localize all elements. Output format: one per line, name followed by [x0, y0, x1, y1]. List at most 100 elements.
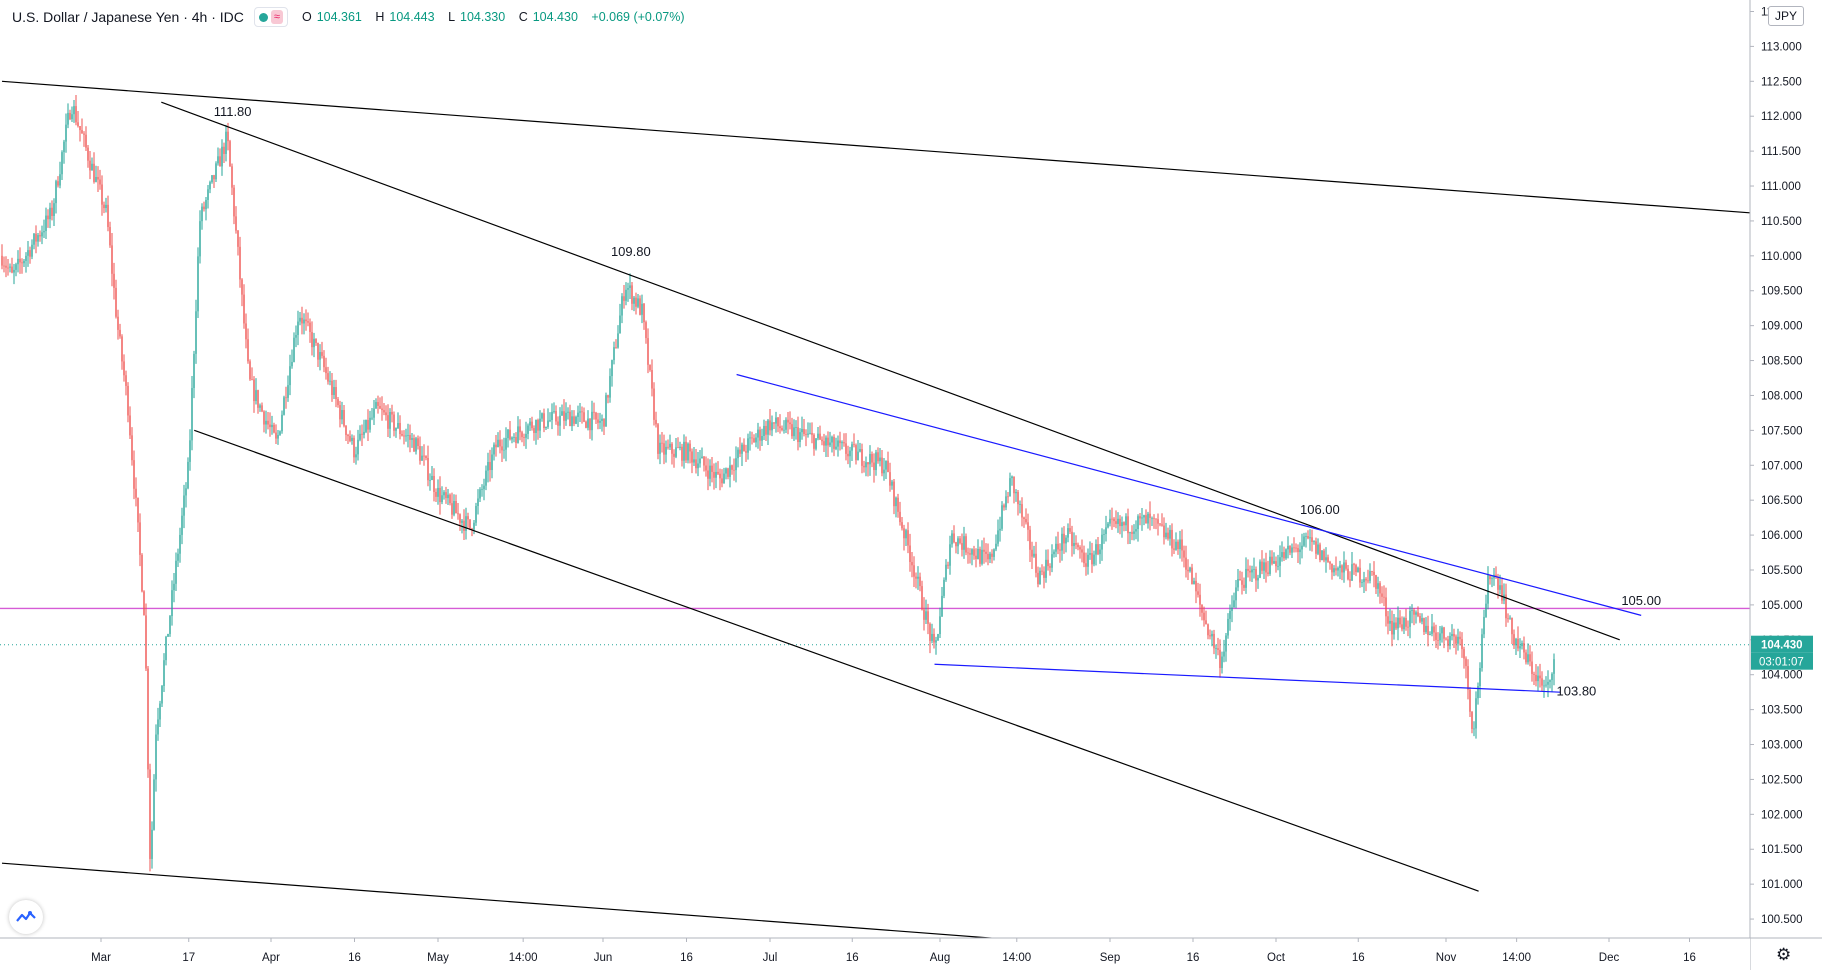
candle-body — [981, 549, 983, 564]
candle-body — [303, 319, 305, 324]
candle-body — [1405, 617, 1407, 627]
candle-body — [347, 434, 349, 437]
candle-body — [135, 488, 137, 498]
candle-body — [1269, 556, 1271, 574]
candle-body — [1241, 580, 1243, 585]
candle-body — [907, 530, 909, 546]
candle-body — [843, 442, 845, 444]
candle-body — [445, 492, 447, 499]
candle-body — [957, 538, 959, 547]
candle-body — [1141, 517, 1143, 519]
candle-body — [1053, 551, 1055, 555]
candle-body — [215, 163, 217, 180]
candle-body — [941, 595, 943, 617]
settings-gear-icon[interactable]: ⚙ — [1776, 945, 1792, 964]
candle-body — [507, 429, 509, 439]
symbol-title[interactable]: U.S. Dollar / Japanese Yen · 4h · IDC — [12, 9, 244, 25]
candle-body — [605, 395, 607, 427]
candle-body — [911, 561, 913, 566]
candle-body — [1339, 565, 1341, 568]
price-tick-label: 111.000 — [1761, 181, 1801, 193]
candle-body — [75, 106, 77, 123]
trendline — [161, 101, 1620, 641]
candle-body — [365, 420, 367, 432]
horizontal-levels — [0, 607, 1750, 646]
candle-body — [1479, 668, 1481, 687]
candle-body — [1071, 531, 1073, 547]
candle-body — [433, 475, 435, 492]
candle-body — [523, 437, 525, 438]
candle-body — [937, 634, 939, 641]
time-tick-label: 16 — [1187, 952, 1200, 964]
candle-body — [591, 411, 593, 431]
candle-body — [1553, 659, 1555, 674]
candle-body — [599, 420, 601, 423]
candle-body — [497, 439, 499, 448]
candle-body — [1507, 618, 1509, 620]
candle-body — [1229, 610, 1231, 619]
candle-body — [443, 492, 445, 496]
candle-body — [1527, 654, 1529, 663]
candle-body — [223, 146, 225, 154]
time-tick-label: Jul — [763, 952, 778, 964]
candle-body — [1351, 564, 1353, 581]
candle-body — [945, 564, 947, 580]
candle-body — [1221, 656, 1223, 669]
candle-body — [133, 460, 135, 489]
candle-body — [197, 256, 199, 312]
currency-badge[interactable]: JPY — [1768, 6, 1804, 26]
candle-body — [183, 495, 185, 516]
candle-body — [659, 442, 661, 454]
candle-body — [711, 465, 713, 472]
candle-body — [1099, 549, 1101, 555]
candle-body — [127, 385, 129, 416]
candle-body — [1331, 563, 1333, 573]
candle-body — [413, 438, 415, 452]
candle-body — [579, 411, 581, 413]
candle-body — [607, 395, 609, 398]
candle-body — [299, 317, 301, 322]
price-tick-label: 113.000 — [1761, 41, 1802, 53]
candle-body — [919, 576, 921, 587]
candle-body — [387, 415, 389, 429]
candle-body — [731, 465, 733, 470]
legend-status-flags[interactable]: ≈ — [253, 7, 288, 27]
candle-body — [831, 436, 833, 443]
candle-body — [795, 427, 797, 429]
candle-body — [1115, 521, 1117, 524]
candle-body — [1011, 476, 1013, 479]
candle-body — [639, 298, 641, 315]
candle-body — [1225, 635, 1227, 652]
candle-body — [325, 367, 327, 374]
candle-body — [1195, 580, 1197, 592]
candle-body — [171, 590, 173, 617]
candle-body — [225, 131, 227, 154]
candle-body — [1471, 711, 1473, 729]
candle-body — [647, 338, 649, 365]
candle-body — [1463, 649, 1465, 659]
candle-body — [1049, 566, 1051, 568]
candle-body — [207, 189, 209, 200]
candle-body — [735, 458, 737, 471]
candle-body — [631, 285, 633, 304]
candle-body — [1041, 570, 1043, 572]
candle-body — [5, 265, 7, 268]
candle-body — [167, 633, 169, 637]
candle-body — [1461, 639, 1463, 650]
time-tick-label: 16 — [1352, 952, 1365, 964]
candle-body — [41, 232, 43, 237]
candle-body — [1287, 545, 1289, 550]
price-tick-label: 104.000 — [1761, 670, 1803, 682]
candle-body — [1203, 612, 1205, 621]
trendline — [194, 429, 1479, 892]
candle-body — [1031, 549, 1033, 557]
time-tick-label: 14:00 — [1002, 952, 1031, 964]
candle-body — [1433, 626, 1435, 633]
channel-trendline — [934, 663, 1561, 693]
candle-body — [923, 609, 925, 620]
candle-body — [1261, 561, 1263, 571]
candle-body — [81, 130, 83, 134]
tradingview-logo-button[interactable] — [9, 900, 43, 934]
candle-body — [635, 297, 637, 307]
